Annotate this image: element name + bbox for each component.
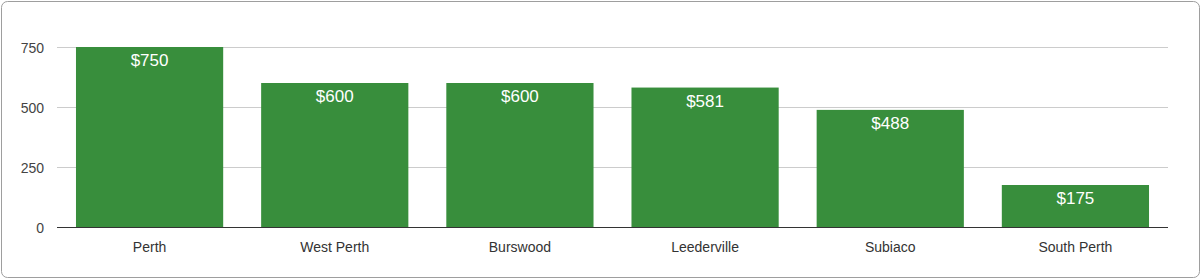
x-tick-label: Subiaco — [865, 239, 916, 255]
x-tick-label: Burswood — [489, 239, 551, 255]
x-tick-label: South Perth — [1038, 239, 1112, 255]
bar — [446, 83, 593, 227]
y-tick-label: 750 — [21, 40, 45, 56]
grid-line — [57, 107, 1168, 108]
data-label: $581 — [686, 92, 724, 111]
y-tick-label: 500 — [21, 100, 45, 116]
bars — [76, 47, 1149, 227]
bar — [261, 83, 408, 227]
bar — [76, 47, 223, 227]
x-axis-line — [57, 227, 1168, 228]
data-label: $175 — [1057, 189, 1095, 208]
chart-border — [2, 2, 1200, 278]
chart-svg: 0 250 500 750 $750 Perth $600 West Perth $600 Bur… — [0, 0, 1201, 279]
bar — [631, 88, 778, 227]
bar — [817, 110, 964, 227]
y-tick-label: 250 — [21, 160, 45, 176]
bar — [1002, 185, 1149, 227]
data-label: $488 — [871, 114, 909, 133]
data-label: $600 — [501, 87, 539, 106]
chart-container: 0 250 500 750 $750 Perth $600 West Perth $600 Bur… — [0, 0, 1201, 279]
x-tick-label: Leederville — [671, 239, 739, 255]
grid-line — [57, 47, 1168, 48]
x-tick-label: Perth — [133, 239, 166, 255]
grid-line — [57, 167, 1168, 168]
data-label: $600 — [316, 87, 354, 106]
data-label: $750 — [131, 51, 169, 70]
y-tick-label: 0 — [36, 220, 44, 236]
x-tick-label: West Perth — [300, 239, 369, 255]
grid-line — [57, 227, 1168, 228]
